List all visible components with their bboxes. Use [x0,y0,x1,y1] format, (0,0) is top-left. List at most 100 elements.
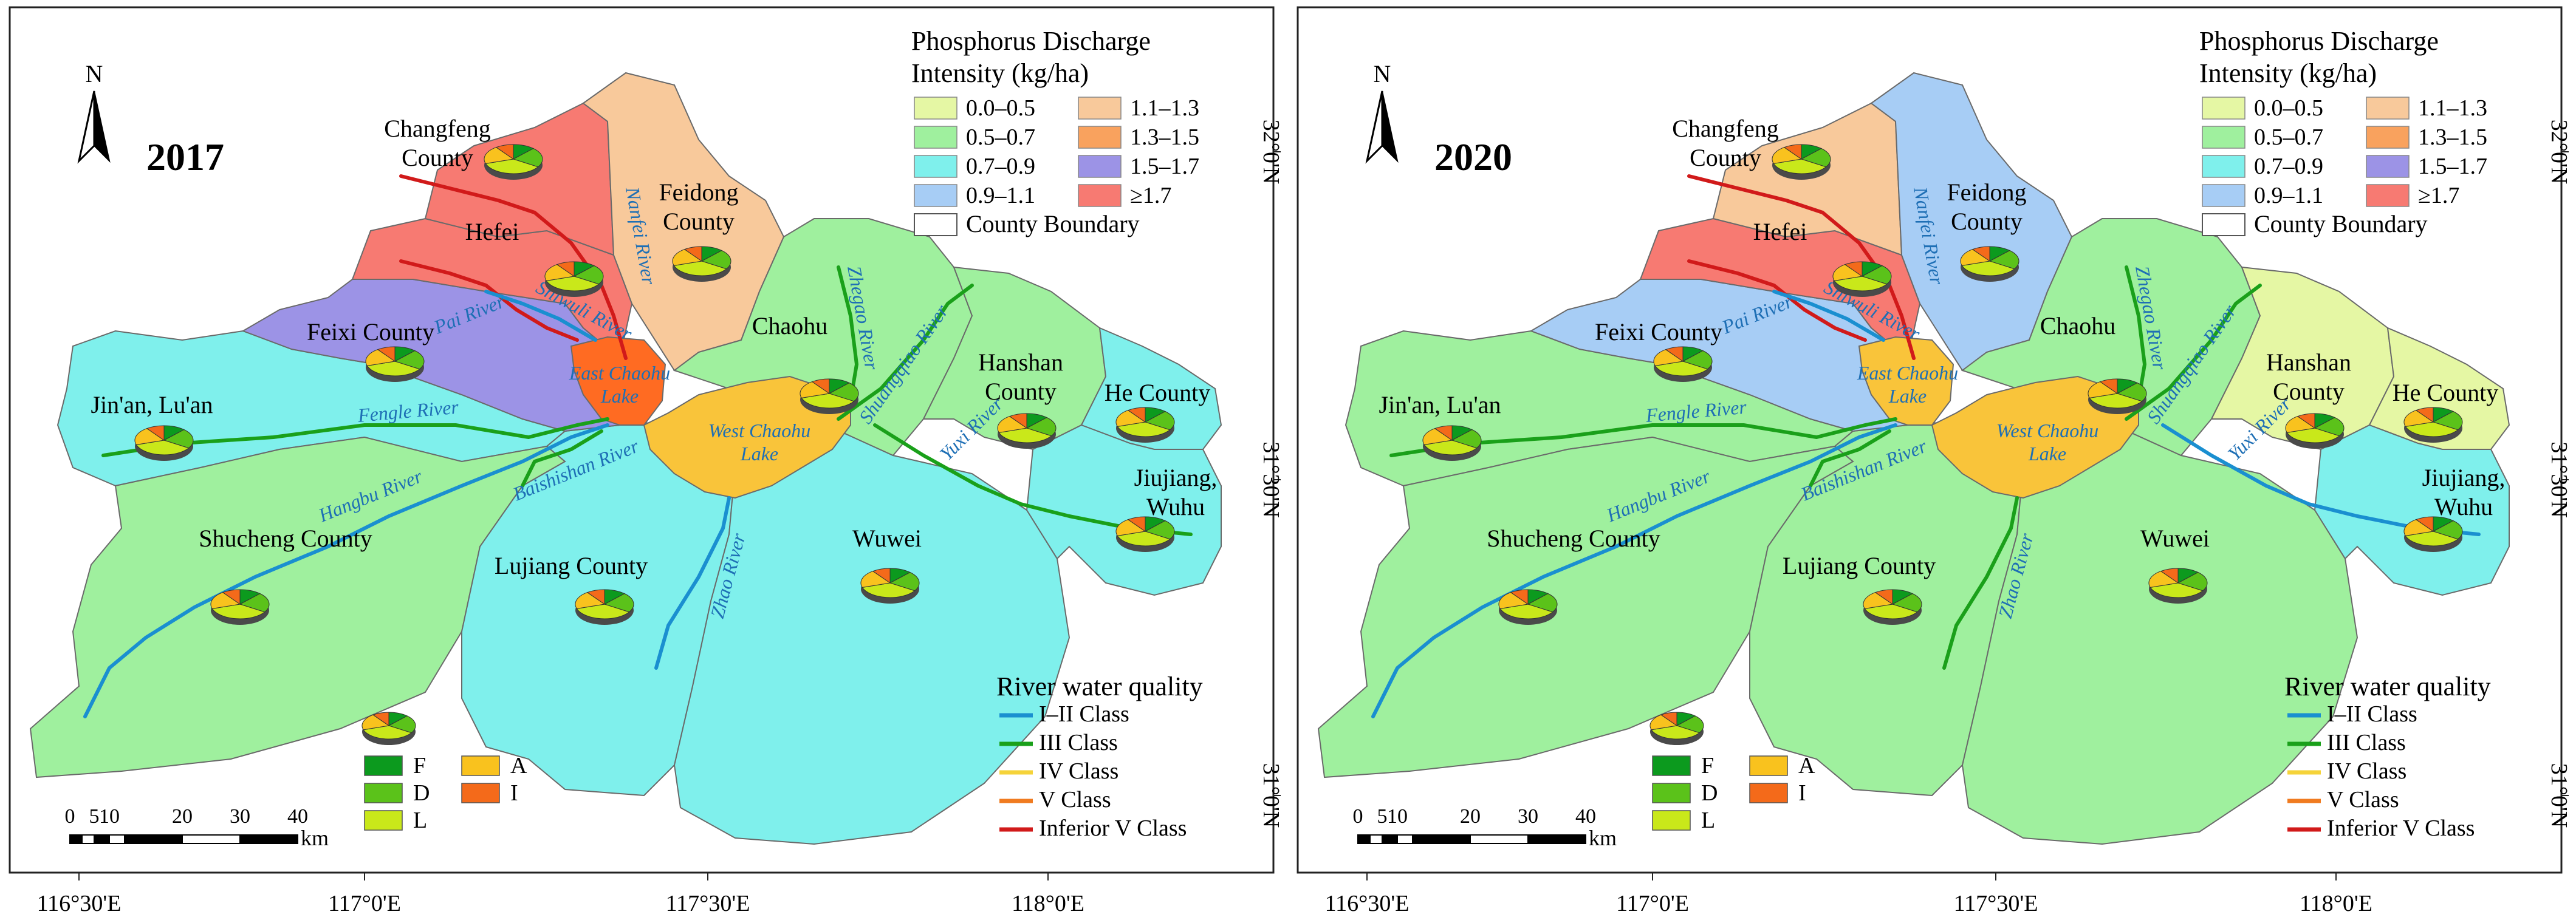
pie-slice [2405,421,2459,437]
pie-slice [134,428,165,445]
legend-swatch [914,126,957,149]
lon-label: 117°0'E [328,891,401,916]
legend-swatch [2202,155,2245,178]
river-legend-label: IV Class [2327,758,2406,784]
source-legend-label: D [413,780,430,806]
pie-symbol-hecounty [1115,407,1175,443]
legend-swatch [2366,126,2410,149]
legend-label: 0.9–1.1 [966,183,1035,208]
pie-slice [363,725,413,740]
pie-slice [394,350,425,370]
region-shucheng [29,436,566,778]
pie-slice [998,427,1052,443]
lat-label: 31°0'N [1258,763,1281,828]
pie-slice [1682,350,1713,370]
legend-label: 0.7–0.9 [2254,154,2323,179]
north-arrow-right [77,90,95,164]
source-legend-label: F [413,753,426,778]
pie-slice [683,246,702,262]
lat-label: 31°0'N [2546,763,2569,828]
pie-symbol-feixi [1653,346,1713,382]
legend-swatch [1078,97,1122,120]
pie-symbol-changfeng [484,144,543,180]
pie-slice [2405,531,2459,547]
pie-slice [556,261,575,277]
place-label-wuwei: Wuwei [852,525,922,552]
legend-swatch [914,184,957,207]
pie-slice [1832,264,1863,281]
river-line [654,496,731,670]
pie-slice [2314,417,2345,437]
pie-slice [1971,246,1990,262]
place-label-changfeng: Changfeng County [1672,115,1779,171]
legend-label: 0.0–0.5 [966,95,1035,121]
place-label-hanshan: Hanshan County [2266,349,2351,405]
pie-slice [1451,429,1482,449]
pie-slice [1649,714,1678,731]
place-label-hecounty: He County [1105,379,1210,406]
pie-slice [1144,410,1175,431]
pie-symbol-jinan [134,425,194,461]
pie-slice [239,593,270,613]
legend-swatch [914,155,957,178]
legend-swatch [1078,155,1122,178]
north-arrow-right [1365,90,1383,164]
pie-slice [1422,428,1453,445]
region-wuwei [1961,418,2358,845]
scale-tick-label: 10 [1387,805,1408,828]
pie-slice [2403,519,2434,536]
legend-boundary-label: County Boundary [966,210,1140,237]
scale-unit-label: km [301,826,329,850]
place-label-shucheng: Shucheng County [1487,525,1660,552]
river-line [101,417,609,457]
legend-label: 0.0–0.5 [2254,95,2323,121]
scale-bar-segment [1382,834,1398,844]
year-label: 2017 [146,135,224,179]
pie-symbol-chaohu [800,378,859,414]
legend-swatch [2202,97,2245,120]
pie-slice [2415,407,2434,423]
legend-swatch [1078,126,1122,149]
lon-label: 117°30'E [1954,891,2038,916]
river-legend-label: Inferior V Class [2327,816,2475,841]
pie-slice [586,589,605,605]
place-label-hecounty: He County [2393,379,2498,406]
pie-slice [2177,571,2208,591]
pie-slice [800,381,831,398]
pie-symbol-wuwei [2148,568,2208,604]
pie-slice [1783,144,1802,160]
river-line [1687,174,1916,360]
legend-label: ≥1.7 [1130,183,1171,208]
legend-label: 1.1–1.3 [1130,95,1199,121]
pie-slice [512,148,543,168]
pie-slice [1115,519,1146,536]
legend-label: 0.5–0.7 [966,124,1035,150]
river-legend-label: I–II Class [1039,701,1129,727]
lat-label: 31°30'N [2546,441,2569,518]
region-west-lake [1931,375,2139,499]
legend-boundary-swatch [2202,213,2245,236]
pie-symbol-feixi [365,346,425,382]
pie-slice [1874,589,1893,605]
river-legend-label: Inferior V Class [1039,816,1187,841]
pie-slice [1773,158,1827,174]
place-label-jinan: Jin'an, Lu'an [91,391,213,418]
pie-slice [997,416,1028,433]
pie-slice [2432,410,2463,431]
pie-slice [1864,604,1918,619]
lon-label: 117°30'E [666,891,750,916]
place-label-chaohu: Chaohu [2040,312,2115,339]
river-line [837,284,974,421]
source-legend-label: F [1701,753,1714,778]
pie-slice [2089,393,2143,409]
legend-swatch [2366,184,2410,207]
region-west-lake [643,375,851,499]
place-label-hefei: Hefei [465,218,519,245]
north-arrow-icon [1365,90,1399,164]
pie-slice [573,265,604,285]
pie-slice [485,158,539,174]
legend-swatch [914,97,957,120]
legend-label: 0.9–1.1 [2254,183,2323,208]
